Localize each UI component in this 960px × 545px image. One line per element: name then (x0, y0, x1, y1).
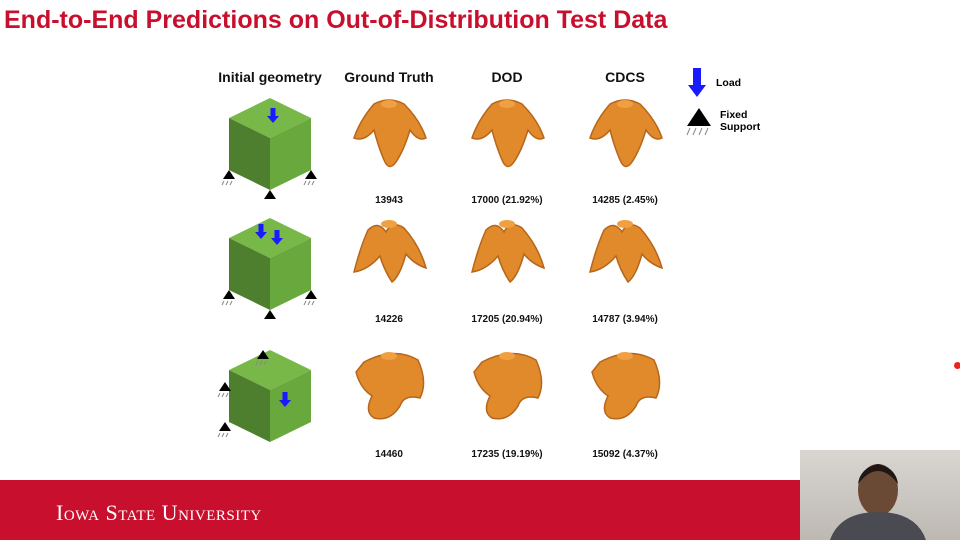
load-arrow-icon (688, 68, 706, 97)
cdcs-structure (570, 90, 680, 200)
dod-value: 17205 (20.94%) (471, 314, 543, 325)
legend-fixed-support: Fixed Support (720, 109, 761, 133)
slide-title: End-to-End Predictions on Out-of-Distrib… (4, 6, 668, 34)
ground-truth-value: 14460 (375, 449, 403, 460)
support-icon (217, 422, 231, 438)
legend-load: Load (716, 77, 742, 89)
cdcs-structure (570, 210, 680, 320)
ground-truth-structure (334, 210, 444, 320)
ground-truth-structure (334, 90, 444, 200)
column-header-ground-truth: Ground Truth (344, 69, 434, 85)
dod-structure (452, 90, 562, 200)
support-icon (262, 190, 276, 206)
laser-pointer (954, 362, 960, 369)
fixed-support-icon (686, 108, 711, 136)
support-icon (217, 382, 231, 398)
university-logo: Iowa State University (56, 500, 262, 525)
dod-structure (452, 342, 562, 452)
load-arrow-icon (255, 224, 267, 239)
load-arrow-icon (279, 392, 291, 407)
load-arrow-icon (271, 230, 283, 245)
ground-truth-value: 13943 (375, 195, 403, 206)
initial-geometry-cube (215, 90, 325, 206)
ground-truth-structure (334, 342, 444, 452)
dod-value: 17000 (21.92%) (471, 195, 543, 206)
cdcs-structure (570, 342, 680, 452)
support-icon (221, 170, 235, 186)
column-header-initial: Initial geometry (218, 69, 322, 85)
column-header-dod: DOD (491, 69, 523, 85)
ground-truth-value: 14226 (375, 314, 403, 325)
support-icon (262, 310, 276, 326)
initial-geometry-cube (215, 210, 325, 326)
cdcs-value: 14787 (3.94%) (592, 314, 658, 325)
legend: Load Fixed Support (686, 68, 770, 144)
support-icon (255, 350, 269, 366)
presenter-icon (830, 464, 926, 540)
initial-geometry-cube (215, 342, 325, 452)
load-arrow-icon (267, 108, 279, 123)
webcam-video (800, 450, 960, 540)
column-header-cdcs: CDCS (605, 69, 645, 85)
support-icon (221, 290, 235, 306)
cdcs-value: 15092 (4.37%) (592, 449, 658, 460)
dod-structure (452, 210, 562, 320)
dod-value: 17235 (19.19%) (471, 449, 543, 460)
support-icon (303, 290, 317, 306)
cdcs-value: 14285 (2.45%) (592, 195, 658, 206)
support-icon (303, 170, 317, 186)
